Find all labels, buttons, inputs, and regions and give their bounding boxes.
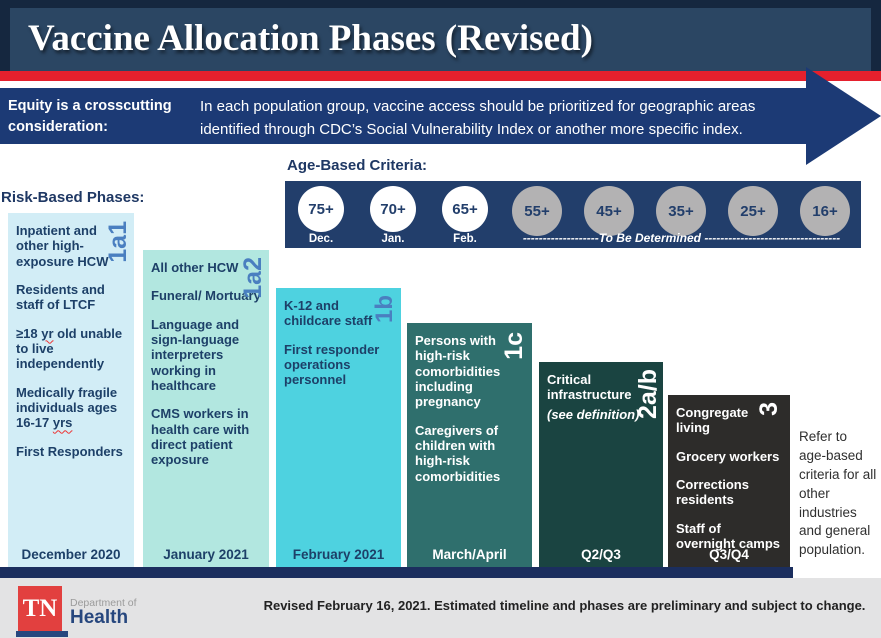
phase-item: All other HCW: [151, 260, 239, 275]
phase-item-list: Congregate living Grocery workers Correc…: [668, 395, 790, 551]
age-group-35: 35+: [645, 181, 717, 248]
phase-item: Staff of overnight camps: [676, 520, 781, 551]
timeline-baseline: [0, 567, 793, 578]
phase-date: March/April: [432, 547, 507, 562]
phase-date: February 2021: [292, 547, 385, 562]
footer-bar: TN Department of Health Revised February…: [0, 578, 881, 638]
risk-phases-heading: Risk-Based Phases:: [1, 189, 145, 206]
arrow-right-icon: [806, 67, 881, 165]
side-note: Refer to age-based criteria for all othe…: [799, 429, 877, 558]
phase-column-1a1: 1a1 Inpatient and other high-exposure HC…: [8, 213, 134, 567]
phase-item: First responder operations personnel: [284, 341, 380, 388]
age-month-label: Dec.: [308, 233, 334, 245]
age-criteria-heading: Age-Based Criteria:: [287, 157, 428, 174]
phase-column-3: 3 Congregate living Grocery workers Corr…: [668, 395, 790, 567]
age-circle: 35+: [656, 186, 706, 236]
age-circle: 25+: [728, 186, 778, 236]
age-circle: 75+: [298, 186, 344, 232]
phase-item-list: Persons with high-risk comorbidities inc…: [407, 323, 532, 484]
phase-item: Grocery workers: [676, 448, 780, 464]
red-divider: [0, 71, 881, 81]
phase-label: 2a/b: [634, 369, 662, 420]
header-panel: Vaccine Allocation Phases (Revised): [10, 8, 871, 71]
phase-item: Residents and staff of LTCF: [16, 281, 105, 313]
age-group-25: 25+: [717, 181, 789, 248]
age-month-label: Feb.: [453, 233, 477, 245]
phase-column-1b: 1b K-12 and childcare staff First respon…: [276, 288, 401, 567]
phase-item-list: All other HCW Funeral/ Mortuary Language…: [143, 250, 269, 468]
to-be-determined-label: -------------------To Be Determined ----…: [522, 231, 841, 245]
phase-item: Medically fragile individuals ages 16-17…: [16, 384, 118, 431]
phase-item: (see definition): [547, 406, 640, 422]
phase-item: Funeral/ Mortuary: [151, 288, 261, 304]
tn-logo: TN: [18, 586, 62, 631]
age-group-55: 55+: [501, 181, 573, 248]
age-criteria-bar: 75+ Dec. 70+ Jan. 65+ Feb. 55+ 45+ 35+ 2…: [285, 181, 861, 248]
age-month-label: Jan.: [381, 233, 405, 245]
phase-label: 1a1: [104, 221, 132, 263]
revision-note: Revised February 16, 2021. Estimated tim…: [263, 598, 866, 613]
phase-item: ≥18 yr old unable to live independently: [16, 325, 123, 372]
phase-label: 1c: [500, 332, 528, 360]
phase-column-1a2: 1a2 All other HCW Funeral/ Mortuary Lang…: [143, 250, 269, 567]
age-group-45: 45+: [573, 181, 645, 248]
phase-label: 1a2: [239, 257, 267, 299]
phase-label: 3: [755, 402, 783, 416]
age-group-70: 70+ Jan.: [357, 181, 429, 248]
equity-banner-label: Equity is a crosscutting consideration:: [8, 98, 172, 136]
logo-health: Health: [70, 607, 129, 628]
age-group-75: 75+ Dec.: [285, 181, 357, 248]
phase-column-1c: 1c Persons with high-risk comorbidities …: [407, 323, 532, 567]
phase-item: Inpatient and other high-exposure HCW: [16, 223, 109, 269]
page-title: Vaccine Allocation Phases (Revised): [28, 18, 593, 59]
phase-item: Corrections residents: [676, 476, 749, 508]
age-circle: 70+: [370, 186, 416, 232]
phase-label: 1b: [371, 295, 398, 324]
phase-item: Language and sign-language interpreters …: [151, 316, 240, 393]
equity-banner-text: In each population group, vaccine access…: [200, 98, 756, 138]
phase-item: K-12 and childcare staff: [284, 298, 373, 329]
phase-date: January 2021: [163, 547, 249, 562]
phase-item: Congregate living: [676, 405, 749, 436]
phase-date: Q3/Q4: [709, 547, 749, 562]
phase-item: CMS workers in health care with direct p…: [151, 406, 250, 468]
phase-date: Q2/Q3: [581, 547, 621, 562]
phase-column-2ab: 2a/b Critical infrastructure (see defini…: [539, 362, 663, 567]
age-circle: 55+: [512, 186, 562, 236]
phase-item: Persons with high-risk comorbidities inc…: [415, 333, 501, 410]
age-circle: 16+: [800, 186, 850, 236]
phase-item: Caregivers of children with high-risk co…: [415, 422, 501, 484]
age-group-16: 16+: [789, 181, 861, 248]
logo-department-of: Department of: [70, 597, 137, 609]
phase-item: Critical infrastructure: [547, 372, 632, 403]
tn-logo-underline: [16, 631, 68, 637]
phase-item-list: K-12 and childcare staff First responder…: [276, 288, 401, 388]
phase-item: First Responders: [16, 443, 123, 459]
header-bar: Vaccine Allocation Phases (Revised): [0, 0, 881, 71]
equity-banner: Equity is a crosscutting consideration: …: [0, 88, 806, 144]
phase-date: December 2020: [21, 547, 121, 562]
phase-item-list: Inpatient and other high-exposure HCW Re…: [8, 213, 134, 459]
age-group-65: 65+ Feb.: [429, 181, 501, 248]
age-circle: 65+: [442, 186, 488, 232]
age-circle: 45+: [584, 186, 634, 236]
phase-item-list: Critical infrastructure (see definition): [539, 362, 663, 422]
